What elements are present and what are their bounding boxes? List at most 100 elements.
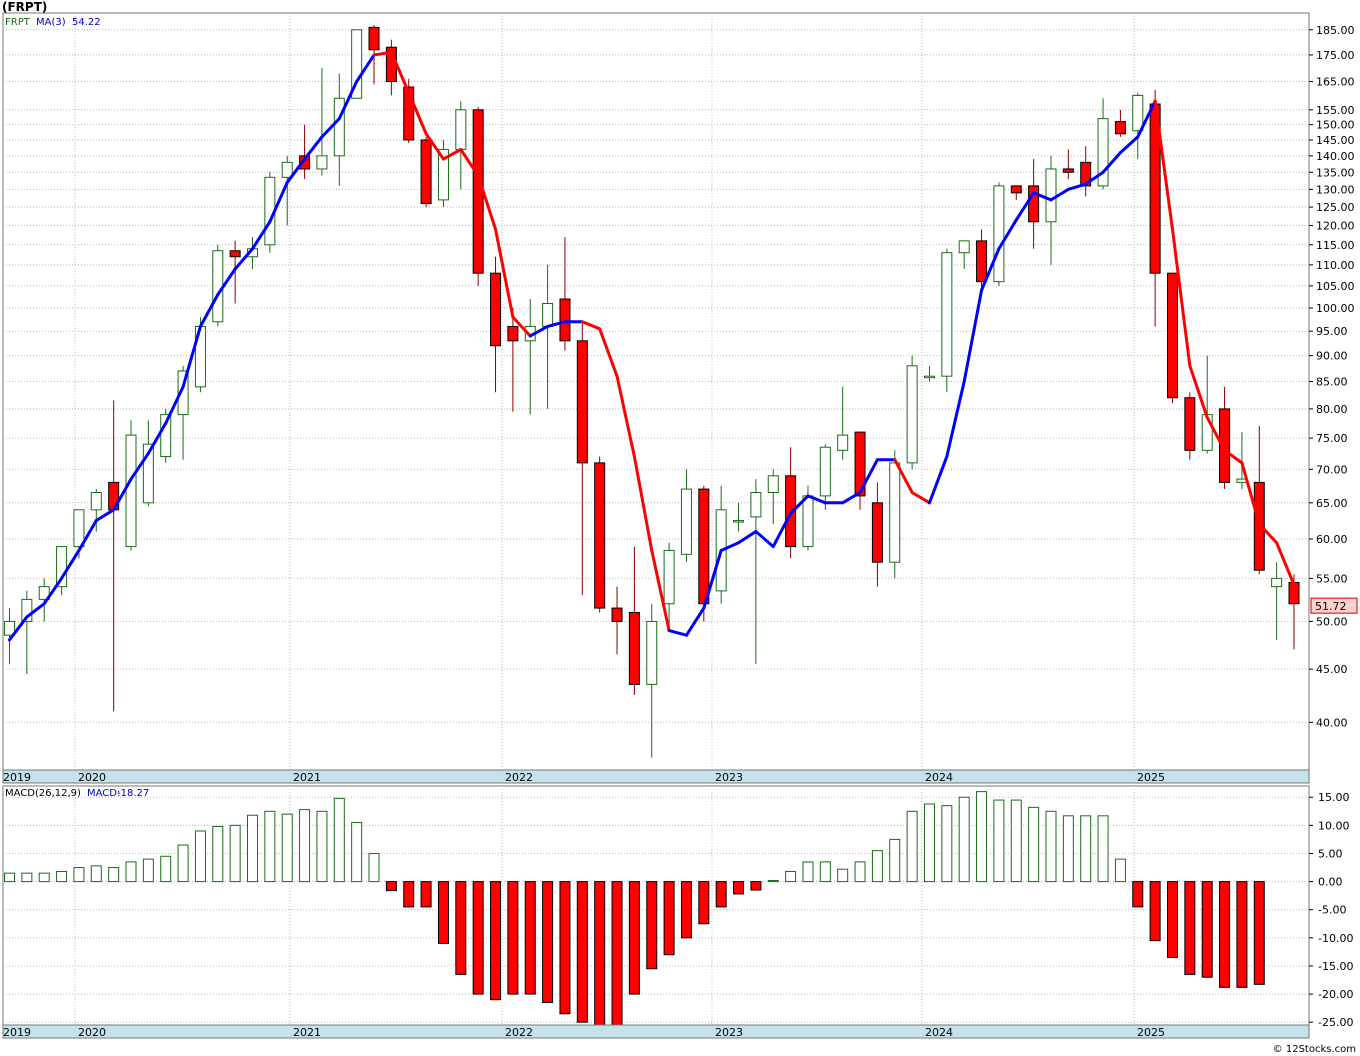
candle-body [472,109,484,274]
ma-segment [233,247,255,271]
candle-body [663,549,675,605]
candle-body [403,86,415,141]
macd-bar [316,810,328,883]
macd-bar [56,870,68,883]
candle-body [368,26,380,51]
macd-bar [194,830,206,883]
macd-bar [1132,881,1144,908]
candle-body [906,365,918,464]
macd-tick-label: -10.00 [1318,932,1353,945]
candle-body [993,185,1005,283]
macd-bar [1080,815,1092,883]
candle-body [767,475,779,493]
ma-segment [337,80,359,121]
price-tick-label: 110.00 [1316,259,1355,272]
ma-segment [112,477,133,512]
candle-body [1184,397,1196,451]
ma-segment [216,267,237,297]
macd-tick-label: -20.00 [1318,988,1353,1001]
ma-segment [1101,151,1122,174]
ma-segment [441,147,463,161]
candle-body [177,370,189,416]
macd-bar [976,791,988,883]
price-tick-label: 45.00 [1316,663,1348,676]
ma-segment [268,180,289,224]
macd-bar [21,872,33,883]
macd-bar [785,870,797,883]
ma-segment [494,227,515,319]
ma-segment [927,455,949,505]
ma-segment [1257,522,1279,545]
ma-segment [1066,182,1088,191]
price-x-label: 2022 [505,771,533,784]
macd-bar [1253,881,1265,985]
price-tick-label: 125.00 [1316,201,1355,214]
ma-segment [25,602,46,619]
candle-body [733,520,745,523]
candle-body [785,475,797,548]
candle-body [1010,185,1022,194]
macd-bar [125,861,137,883]
candle-body [542,302,554,327]
candle-body [281,161,293,178]
macd-bar [802,861,814,883]
price-tick-label: 130.00 [1316,183,1355,196]
candle-body [21,598,33,622]
macd-bar [837,868,849,883]
chart-title: (FRPT) [2,0,48,14]
macd-bar [507,881,519,995]
candle-body [142,443,154,504]
price-legend-symbol: FRPT [5,17,31,28]
candle-body [802,495,814,548]
macd-bar [437,881,449,944]
macd-bar [420,881,432,908]
macd-bar [229,824,241,883]
candle-body [90,491,102,511]
macd-bar [108,867,120,883]
ma-segment [1188,364,1209,419]
candle-body [871,502,883,563]
ma-segment [615,374,636,459]
price-tick-label: 90.00 [1316,350,1348,363]
price-x-label: 2020 [78,771,106,784]
ma-segment [320,117,341,139]
price-tick-label: 60.00 [1316,533,1348,546]
macd-x-label: 2023 [715,1026,743,1039]
candle-body [1271,577,1283,588]
ma-segment [650,548,671,633]
macd-bar [1201,881,1213,978]
macd-bar [73,867,85,883]
macd-bar [889,838,901,883]
candle-body [1045,168,1057,223]
ma-segment [459,147,480,178]
macd-bar [871,850,883,883]
macd-bar [923,803,935,883]
candle-body [1080,161,1092,187]
price-legend-ma-value: 54.22 [72,17,101,28]
ma-segment [77,519,98,552]
candle-body [1028,185,1040,223]
macd-bar [1028,806,1040,883]
candle-body [490,272,502,347]
macd-tick-label: 15.00 [1318,791,1350,804]
macd-bar [1045,810,1057,883]
macd-bar [559,881,571,1015]
ma-segment [146,421,168,455]
macd-bar [524,881,536,995]
ma-segment [806,494,827,505]
price-x-label: 2019 [3,771,31,784]
macd-bar [472,881,484,995]
candle-body [299,155,311,170]
ma-segment [737,530,758,545]
macd-bar [299,809,311,883]
macd-bar [1236,881,1248,988]
ma-segment [42,576,64,606]
price-tick-label: 145.00 [1316,134,1355,147]
price-tick-label: 85.00 [1316,375,1348,388]
ma-segment [129,451,150,481]
ma-segment [511,315,532,338]
macd-bar [1166,881,1178,959]
macd-bar [576,881,588,1023]
price-tick-label: 135.00 [1316,166,1355,179]
